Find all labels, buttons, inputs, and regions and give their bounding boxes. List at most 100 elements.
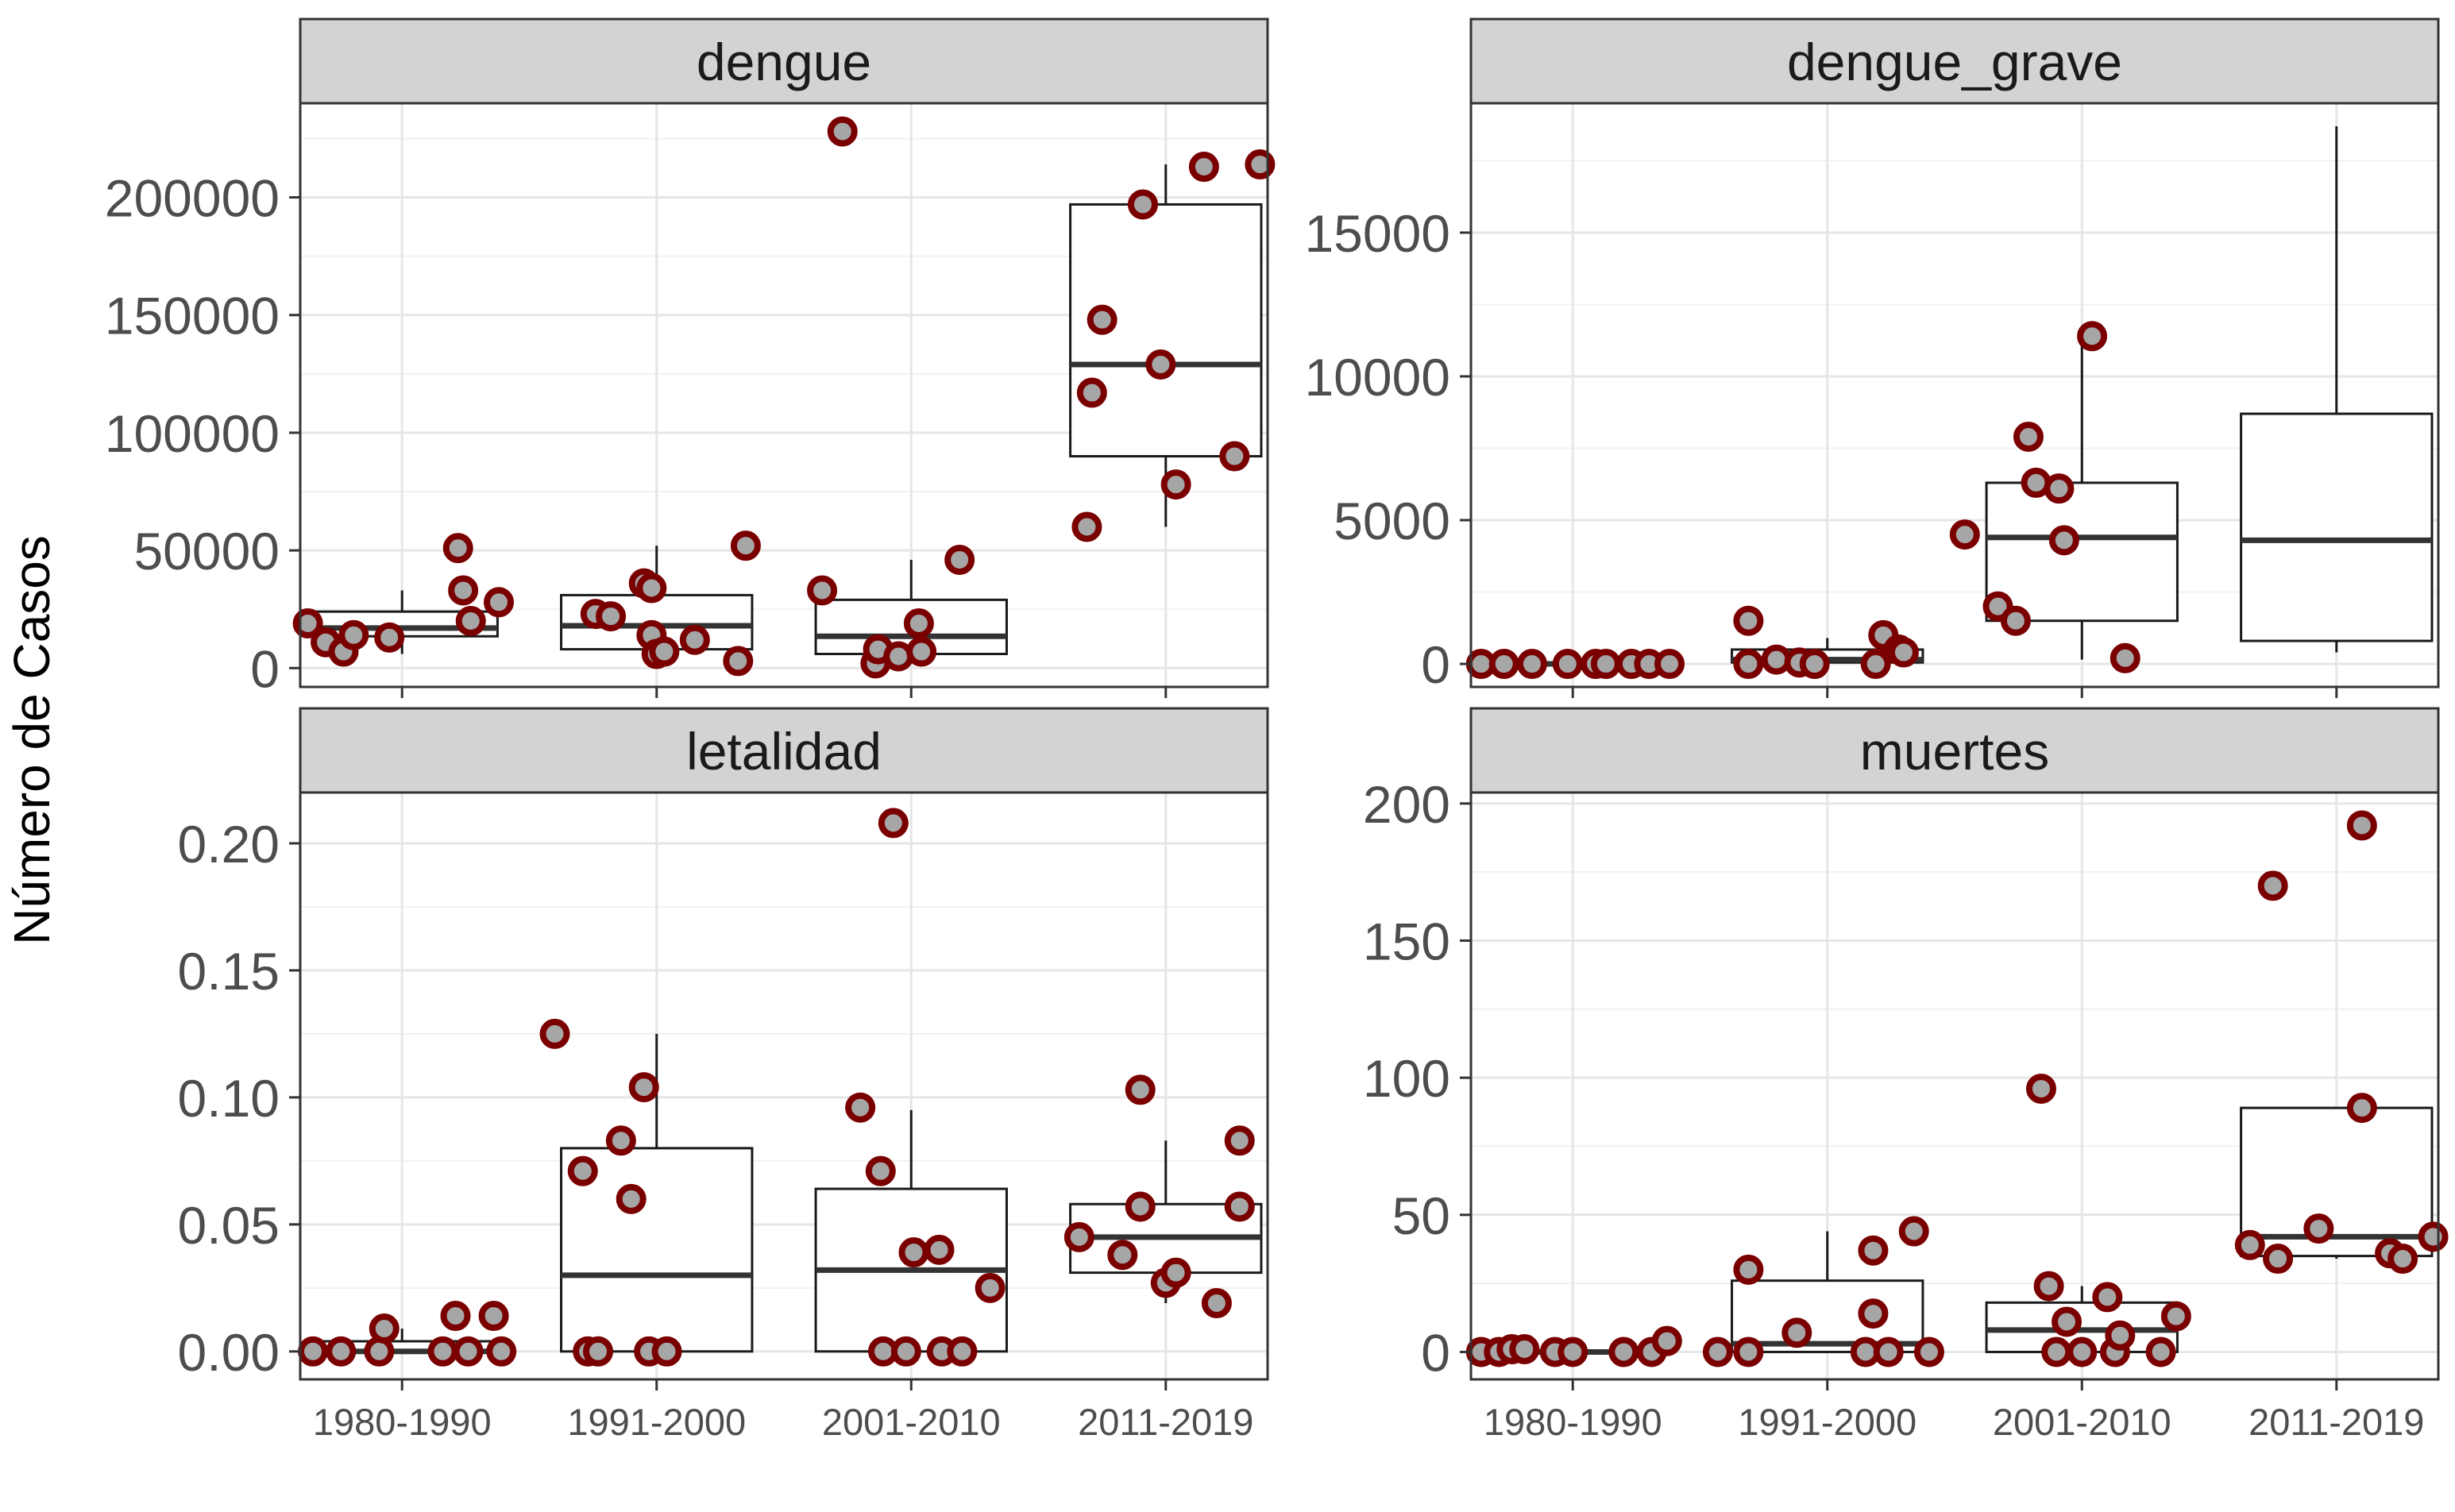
box-2001-2010: [1985, 338, 2179, 660]
data-point: [2044, 473, 2075, 504]
data-point: [628, 1072, 659, 1103]
data-point: [2145, 1336, 2176, 1367]
data-point: [2234, 1229, 2265, 1260]
data-point: [1224, 1191, 1255, 1222]
data-point: [1898, 1216, 1929, 1247]
data-point: [567, 1155, 598, 1186]
panel-dengue: dengue 0 50000 100000 150000 200000: [105, 17, 1276, 698]
data-point: [845, 1092, 876, 1123]
y-tick-label: 0.20: [178, 815, 280, 874]
data-point: [1125, 1191, 1156, 1222]
box-2001-2010: [814, 1109, 1008, 1353]
data-point: [338, 619, 369, 650]
box-iqr: [2240, 412, 2434, 642]
data-point: [1087, 304, 1117, 335]
data-point: [807, 575, 838, 606]
data-point: [2105, 1320, 2136, 1351]
data-point: [906, 636, 937, 667]
data-point: [903, 608, 934, 638]
data-point: [2346, 1093, 2377, 1124]
facet-strip: [1469, 17, 2440, 105]
y-tick-label: 0.05: [178, 1196, 280, 1255]
x-tick-label: 2011-2019: [2248, 1401, 2424, 1443]
data-point: [636, 573, 667, 604]
x-tick-label: 2001-2010: [1993, 1401, 2171, 1443]
data-point: [827, 116, 858, 147]
data-point: [478, 1301, 509, 1332]
data-point: [890, 1336, 921, 1367]
data-point: [2041, 1336, 2072, 1367]
data-point: [1107, 1240, 1138, 1271]
x-tick-label: 1991-2000: [567, 1401, 746, 1443]
y-tick-label: 0.00: [178, 1323, 280, 1382]
data-point: [1071, 511, 1102, 542]
data-point: [2048, 525, 2079, 556]
data-point: [1224, 1125, 1255, 1156]
y-tick-label: 50: [1392, 1186, 1450, 1245]
data-point: [605, 1125, 636, 1156]
data-point: [616, 1183, 647, 1214]
data-point: [453, 1336, 484, 1367]
data-point: [1860, 649, 1891, 680]
data-point: [1702, 1336, 1733, 1367]
data-point: [2110, 642, 2140, 673]
data-point: [326, 1336, 357, 1367]
facet-strip-label: dengue_grave: [1787, 33, 2122, 91]
y-tick-label: 15000: [1304, 204, 1450, 263]
data-point: [2263, 1244, 2294, 1275]
data-point: [1160, 469, 1191, 500]
data-point: [1245, 149, 1276, 180]
data-point: [2092, 1282, 2123, 1313]
panel-muertes: muertes 0 50 100 150 200 1980-1990 1991-2000 200…: [1363, 707, 2449, 1443]
data-point: [1516, 649, 1547, 680]
box-2011-2019: [2240, 125, 2434, 653]
data-point: [898, 1237, 929, 1268]
data-point: [1858, 1235, 1889, 1266]
data-point: [1654, 649, 1685, 680]
data-point: [374, 622, 405, 653]
data-point: [369, 1313, 400, 1344]
data-point: [865, 1155, 896, 1186]
data-point: [2000, 605, 2031, 636]
data-point: [1888, 637, 1919, 668]
data-point: [2052, 1306, 2083, 1337]
data-point: [2067, 1336, 2098, 1367]
y-tick-label: 100: [1363, 1049, 1450, 1108]
data-point: [878, 808, 909, 839]
data-point: [2025, 1073, 2056, 1104]
data-point: [2013, 422, 2044, 452]
data-point: [2346, 810, 2377, 841]
data-point: [723, 646, 754, 677]
data-point: [486, 1336, 517, 1367]
data-point: [1799, 649, 1830, 680]
data-point: [1733, 1254, 1764, 1285]
y-tick-label: 0.15: [178, 942, 280, 1001]
x-tick-label: 2001-2010: [822, 1401, 1001, 1443]
data-point: [2257, 870, 2288, 901]
data-point: [2387, 1244, 2418, 1275]
y-tick-label: 5000: [1334, 492, 1450, 550]
data-point: [1733, 649, 1764, 680]
y-tick-label: 100000: [105, 404, 280, 463]
panel-background: [300, 793, 1268, 1379]
data-point: [649, 636, 680, 667]
data-point: [1125, 1074, 1156, 1105]
data-point: [1949, 519, 1980, 550]
panel-letalidad: letalidad 0.00 0.05 0.10 0.15 0.20 1980-1990 19…: [178, 707, 1269, 1443]
data-point: [2077, 321, 2108, 352]
data-point: [442, 533, 473, 564]
data-point: [1733, 605, 1764, 636]
data-point: [583, 1336, 614, 1367]
data-point: [1509, 1334, 1540, 1365]
data-point: [2303, 1213, 2334, 1244]
data-point: [484, 587, 515, 618]
data-point: [448, 575, 479, 606]
data-point: [975, 1272, 1006, 1303]
data-point: [539, 1018, 570, 1049]
data-point: [1552, 649, 1583, 680]
y-tick-label: 150: [1363, 912, 1450, 970]
facet-strip-label: letalidad: [686, 722, 882, 781]
data-point: [1873, 1336, 1904, 1367]
data-point: [1219, 441, 1250, 472]
y-tick-label: 200000: [105, 169, 280, 228]
